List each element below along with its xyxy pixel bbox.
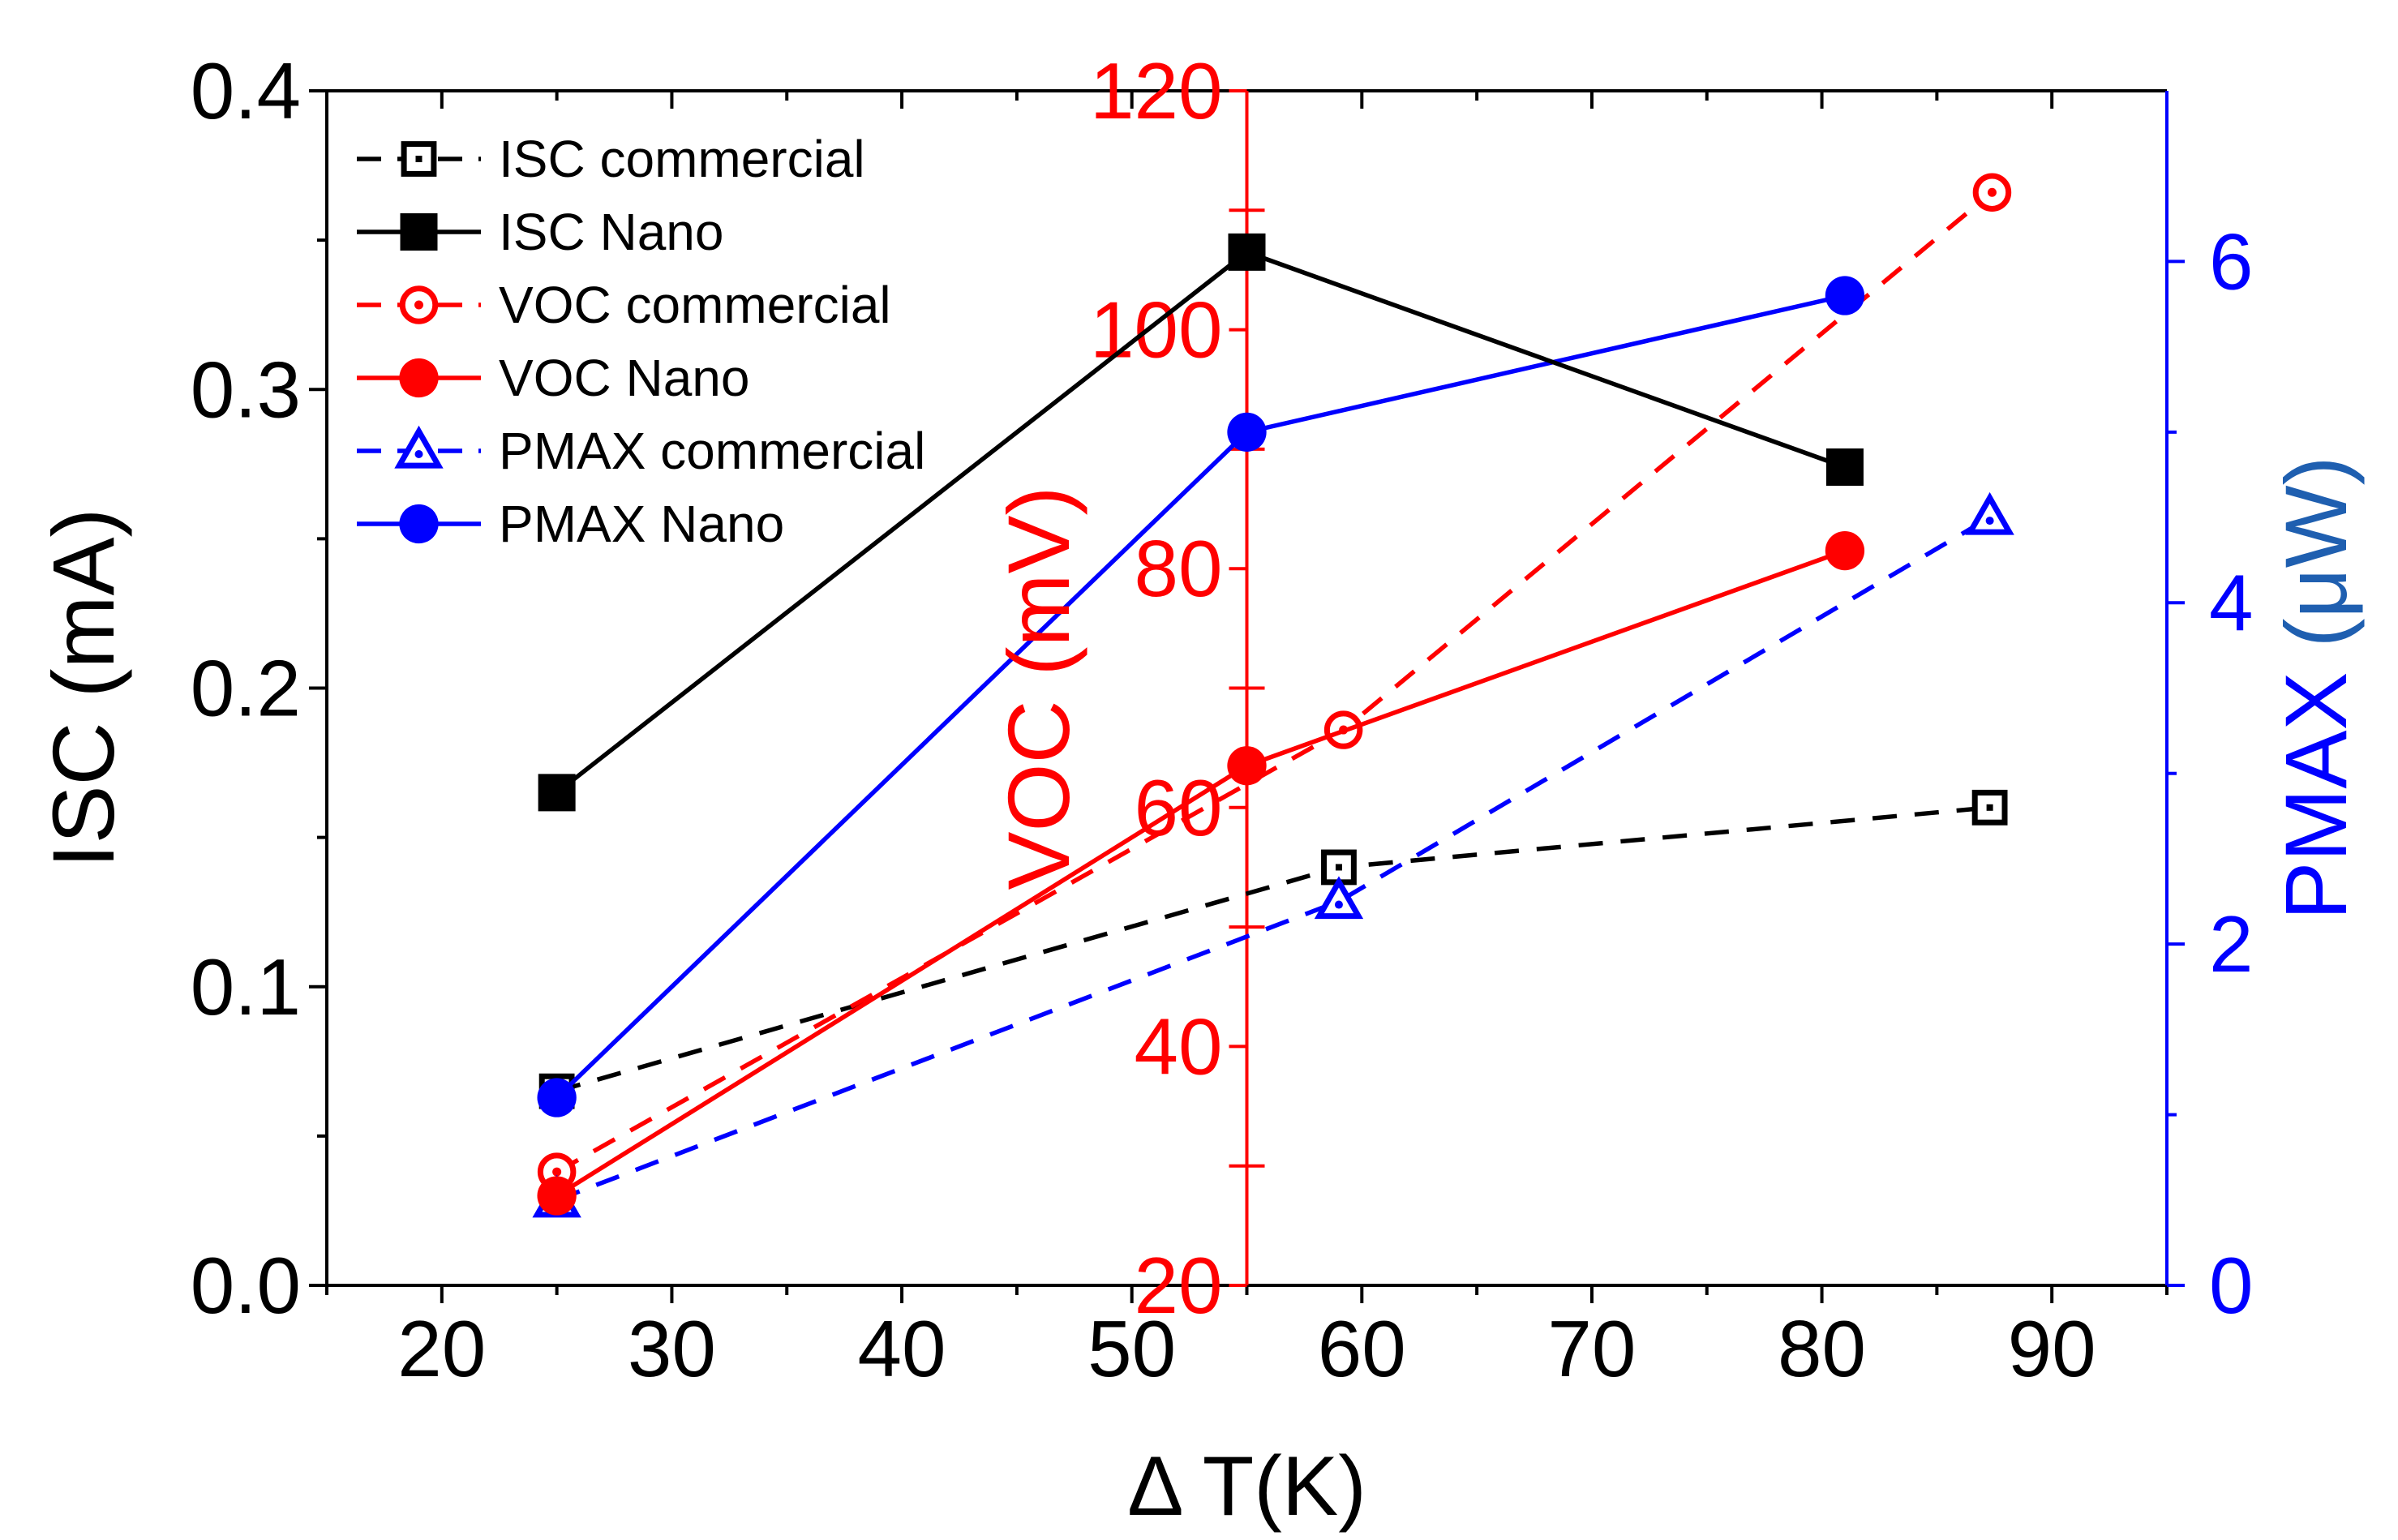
legend: ISC commercial ISC Nano VOC commercial VOC … bbox=[357, 130, 925, 553]
marker-open-square bbox=[1971, 789, 2008, 826]
marker-filled-square bbox=[538, 774, 576, 812]
pmax-axis-title-unit: (μW) bbox=[2267, 456, 2365, 647]
x-tick-label: 40 bbox=[858, 1304, 946, 1393]
x-axis-title: Δ T(K) bbox=[1127, 1439, 1366, 1534]
legend-label: VOC Nano bbox=[499, 349, 749, 407]
marker-filled-square bbox=[1228, 233, 1266, 271]
pmax-tick-label: 6 bbox=[2209, 217, 2254, 306]
marker-open-circle bbox=[399, 285, 439, 324]
series-line bbox=[556, 548, 1846, 1198]
x-tick-label: 30 bbox=[628, 1304, 716, 1393]
pmax-axis: 0 2 4 6 bbox=[2165, 91, 2254, 1330]
marker-square-dot bbox=[1986, 804, 1993, 811]
series-line bbox=[555, 293, 1846, 1100]
marker-filled-circle bbox=[1227, 412, 1267, 453]
marker-square-dot bbox=[415, 156, 423, 162]
isc-tick-label: 0.4 bbox=[191, 46, 301, 135]
isc-axis-title: ISC (mA) bbox=[34, 508, 132, 869]
voc-tick-label: 40 bbox=[1134, 1002, 1222, 1091]
marker-open-triangle bbox=[1314, 876, 1364, 920]
legend-entry: VOC Nano bbox=[357, 349, 749, 407]
voc-axis-title: VOC (mV) bbox=[989, 487, 1087, 890]
isc-tick-label: 0.0 bbox=[191, 1241, 301, 1330]
marker-triangle-outline bbox=[1314, 876, 1364, 920]
marker-filled-circle bbox=[399, 358, 439, 398]
marker-open-square bbox=[401, 141, 437, 177]
legend-entry: PMAX Nano bbox=[357, 495, 784, 553]
legend-label: ISC commercial bbox=[499, 130, 865, 188]
legend-label: ISC Nano bbox=[499, 203, 723, 261]
marker-triangle-outline bbox=[394, 425, 444, 469]
marker-open-circle bbox=[1972, 173, 2012, 212]
marker-triangle-outline bbox=[1965, 491, 2014, 535]
isc-axis: 0.0 0.1 0.2 0.3 0.4 bbox=[191, 46, 327, 1330]
marker-filled-square bbox=[1825, 448, 1864, 486]
marker-square-dot bbox=[1335, 864, 1342, 871]
marker-triangle-dot bbox=[1334, 900, 1343, 909]
x-tick-label: 90 bbox=[2008, 1304, 2096, 1393]
marker-circle-dot bbox=[1987, 187, 1997, 197]
series-voc-nano bbox=[537, 530, 1865, 1216]
pmax-axis-title-main: PMAX bbox=[2267, 648, 2365, 920]
x-tick-label: 60 bbox=[1318, 1304, 1406, 1393]
x-tick-label: 20 bbox=[397, 1304, 486, 1393]
x-tick-label: 50 bbox=[1087, 1304, 1176, 1393]
legend-entry: PMAX commercial bbox=[357, 422, 925, 480]
series-pmax-nano bbox=[537, 276, 1865, 1117]
isc-tick-label: 0.2 bbox=[191, 644, 301, 733]
legend-entry: ISC Nano bbox=[357, 203, 723, 261]
voc-tick-label: 80 bbox=[1134, 524, 1222, 613]
pmax-axis-title: PMAX (μW) bbox=[2267, 456, 2365, 920]
marker-filled-circle bbox=[537, 1176, 577, 1216]
isc-tick-label: 0.3 bbox=[191, 345, 301, 434]
pmax-tick-label: 0 bbox=[2209, 1241, 2254, 1330]
series-line bbox=[556, 805, 1990, 1094]
series-line bbox=[556, 191, 1994, 1174]
legend-entry: ISC commercial bbox=[357, 130, 865, 188]
pmax-tick-label: 4 bbox=[2209, 558, 2254, 647]
series-line bbox=[556, 515, 1992, 1203]
marker-filled-circle bbox=[537, 1078, 577, 1117]
marker-filled-circle bbox=[399, 504, 439, 544]
x-tick-label: 80 bbox=[1778, 1304, 1866, 1393]
legend-label: PMAX commercial bbox=[499, 422, 925, 480]
marker-filled-circle bbox=[1825, 530, 1865, 571]
x-tick-label: 70 bbox=[1547, 1304, 1636, 1393]
marker-filled-square bbox=[400, 213, 438, 251]
marker-open-triangle bbox=[1965, 491, 2014, 535]
marker-circle-dot bbox=[414, 300, 423, 310]
legend-label: VOC commercial bbox=[499, 276, 891, 334]
marker-triangle-dot bbox=[1985, 517, 1994, 525]
series-layer bbox=[532, 173, 2014, 1218]
marker-open-triangle bbox=[394, 425, 444, 469]
isc-tick-label: 0.1 bbox=[191, 942, 301, 1032]
pmax-tick-label: 2 bbox=[2209, 899, 2254, 989]
voc-tick-label: 120 bbox=[1090, 46, 1223, 135]
series-isc-nano bbox=[538, 233, 1864, 812]
legend-entry: VOC commercial bbox=[357, 276, 891, 334]
marker-circle-dot bbox=[552, 1167, 562, 1177]
marker-triangle-dot bbox=[414, 450, 423, 458]
voc-tick-label: 20 bbox=[1134, 1241, 1222, 1330]
series-pmax-commercial bbox=[532, 491, 2014, 1218]
delta-t-axis: 20 30 40 50 60 70 80 90 bbox=[325, 91, 2168, 1393]
axis-titles: Δ T(K) ISC (mA) VOC (mV) PMAX (μW) bbox=[34, 456, 2365, 1534]
legend-label: PMAX Nano bbox=[499, 495, 784, 553]
marker-filled-circle bbox=[1825, 276, 1865, 315]
marker-filled-circle bbox=[1227, 746, 1267, 786]
